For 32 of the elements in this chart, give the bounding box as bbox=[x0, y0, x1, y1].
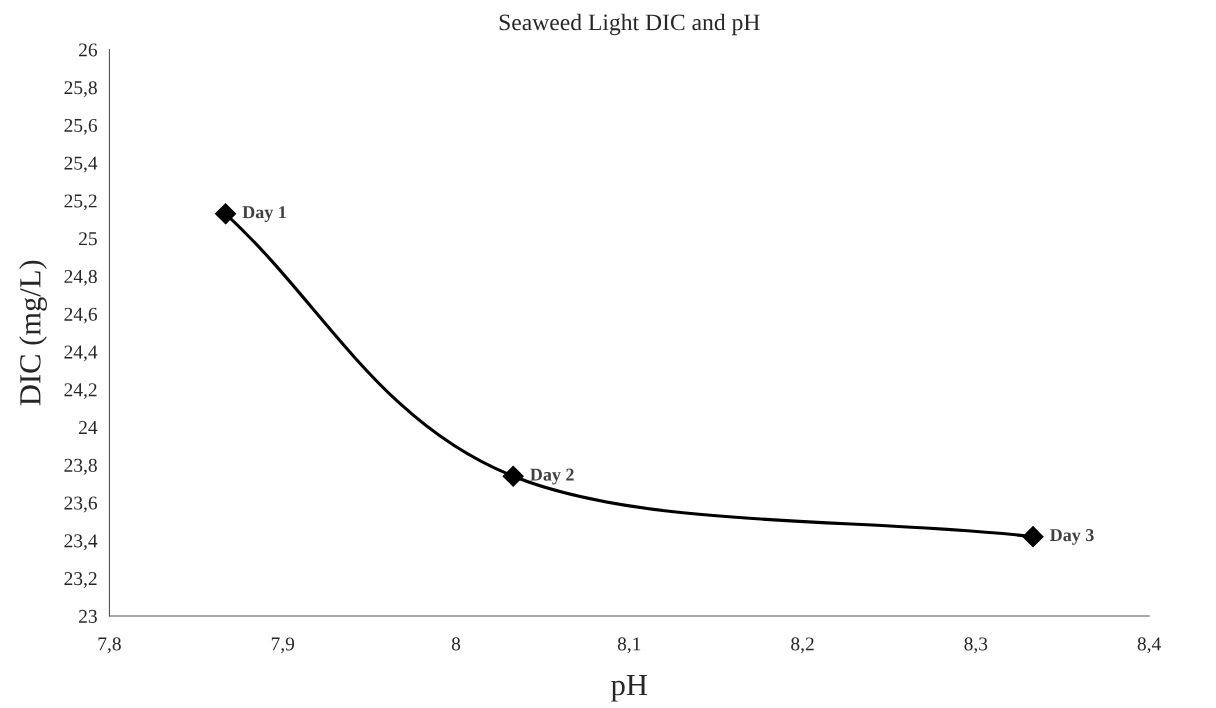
y-axis-title: DIC (mg/L) bbox=[19, 260, 47, 406]
x-tick-label: 8 bbox=[451, 637, 461, 651]
y-tick-label: 25,2 bbox=[64, 194, 97, 211]
y-tick-label: 25,6 bbox=[64, 118, 98, 135]
y-tick-label: 24,8 bbox=[64, 269, 97, 286]
x-tick-label: 8,3 bbox=[964, 637, 988, 654]
y-tick-label: 23,6 bbox=[64, 496, 98, 513]
annotation: Day 3 bbox=[1050, 529, 1094, 545]
point bbox=[1022, 526, 1044, 548]
x-tick-label: 8,2 bbox=[791, 637, 814, 654]
point bbox=[502, 465, 524, 487]
y-tick-label: 24,6 bbox=[64, 307, 98, 324]
x-tick-label: 8,1 bbox=[617, 637, 641, 654]
x-axis-title: pH bbox=[611, 675, 648, 702]
annotation: Day 2 bbox=[530, 468, 574, 485]
x-tick-label: 7,9 bbox=[271, 637, 295, 654]
x-tick-label: 8,4 bbox=[1137, 637, 1161, 654]
x-tick-label: 7,8 bbox=[98, 637, 121, 654]
annotation: Day 1 bbox=[242, 206, 286, 222]
y-tick-label: 25,8 bbox=[64, 81, 97, 98]
y-tick-label: 25,4 bbox=[64, 156, 98, 173]
y-tick-label: 26 bbox=[79, 43, 98, 57]
y-tick-label: 23,2 bbox=[64, 572, 97, 588]
y-tick-label: 24,4 bbox=[64, 345, 98, 362]
y-tick-label: 24,2 bbox=[64, 383, 97, 400]
y-tick-label: 25 bbox=[79, 232, 97, 246]
y-tick-label: 24 bbox=[79, 421, 98, 434]
chart-title: Seaweed Light DIC and pH bbox=[499, 13, 760, 36]
y-tick-label: 23 bbox=[79, 609, 97, 623]
y-tick-label: 23,8 bbox=[64, 458, 97, 475]
point bbox=[215, 203, 237, 225]
y-tick-label: 23,4 bbox=[64, 534, 98, 551]
